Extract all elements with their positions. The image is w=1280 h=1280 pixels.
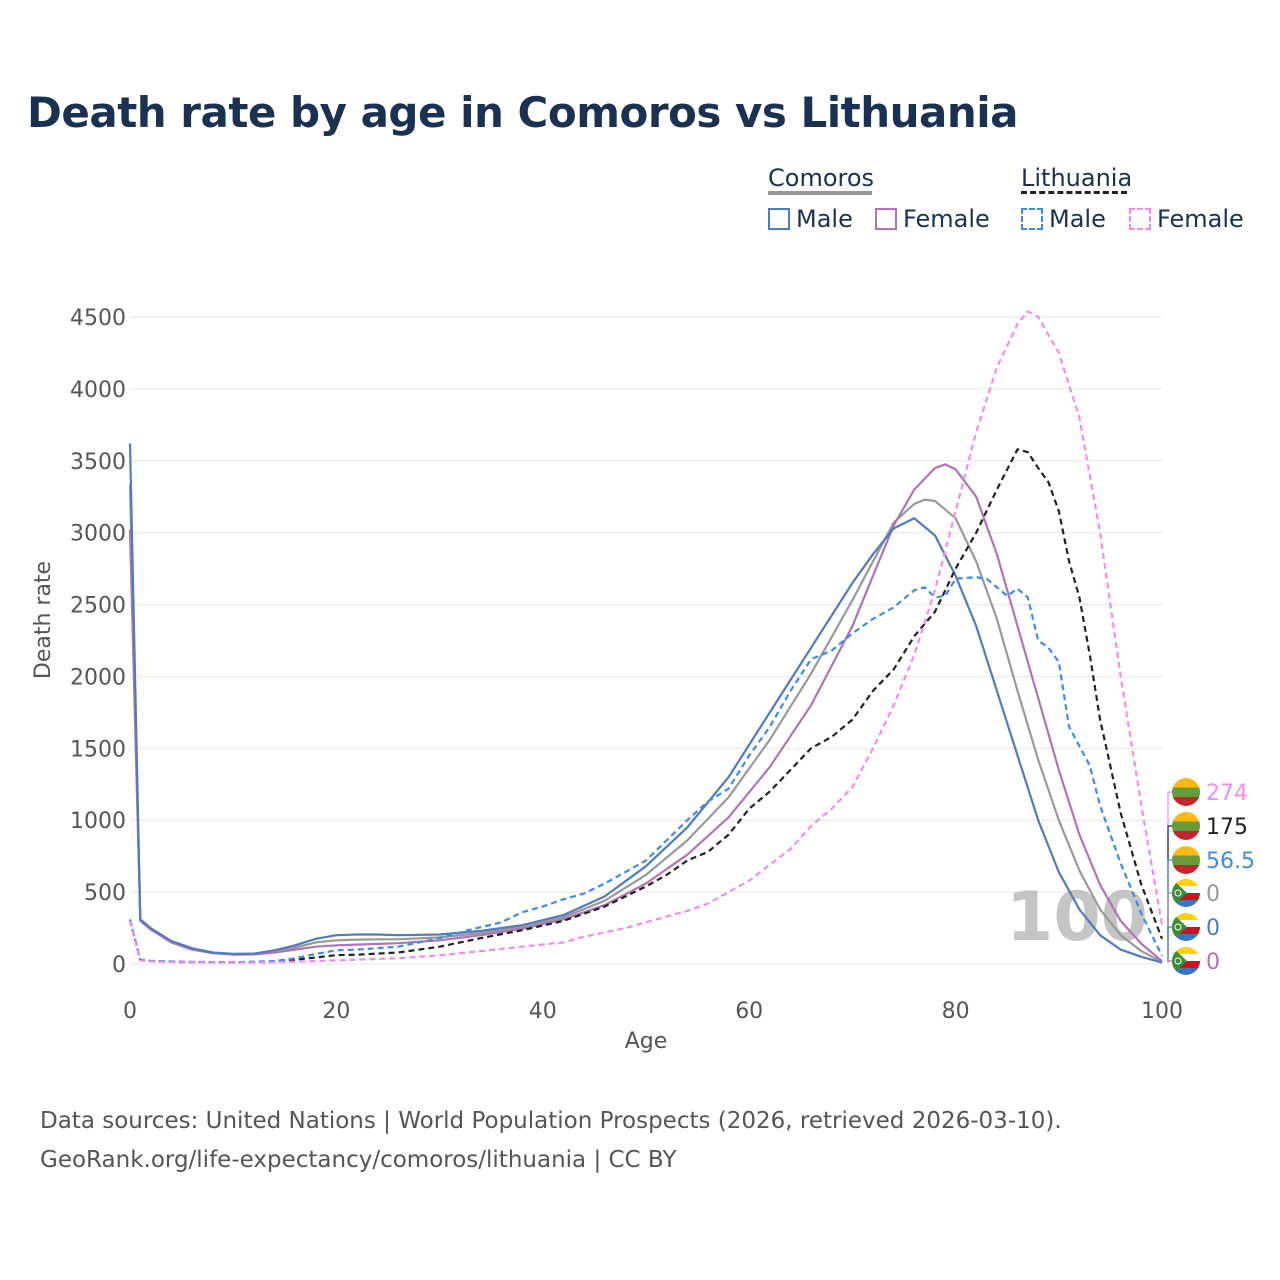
- y-tick-label: 3000: [70, 522, 126, 547]
- legend-item-comoros-male[interactable]: Male: [768, 205, 853, 233]
- end-labels: 274 175 56.5 0 0 0: [1167, 778, 1255, 975]
- lithuania-flag-icon: [1172, 778, 1200, 806]
- comoros-flag-icon: [1172, 947, 1200, 975]
- x-tick-label: 100: [1141, 999, 1183, 1024]
- end-label-connector: [1167, 926, 1172, 963]
- x-tick-label: 20: [322, 999, 350, 1024]
- x-tick-label: 40: [529, 999, 557, 1024]
- y-tick-label: 2000: [70, 665, 126, 690]
- y-tick-label: 0: [112, 953, 126, 978]
- legend-line-lithuania: [1021, 191, 1127, 194]
- y-tick-label: 1500: [70, 737, 126, 762]
- comoros-flag-icon: [1172, 913, 1200, 941]
- legend-label-lithuania-male: Male: [1049, 205, 1106, 233]
- y-tick-label: 4000: [70, 378, 126, 403]
- end-label-value: 0: [1206, 950, 1220, 975]
- x-tick-label: 0: [123, 999, 137, 1024]
- x-axis-label: Age: [625, 1029, 668, 1054]
- age-marker: 100: [1006, 878, 1148, 957]
- lithuania-flag-icon: [1172, 846, 1200, 874]
- x-tick-label: 60: [735, 999, 763, 1024]
- end-label-value: 0: [1206, 882, 1220, 907]
- legend-label-comoros-female: Female: [903, 205, 990, 233]
- x-tick-label: 80: [942, 999, 970, 1024]
- legend-label-comoros-male: Male: [796, 205, 853, 233]
- y-tick-label: 2500: [70, 594, 126, 619]
- legend-line-comoros: [768, 191, 872, 195]
- gridlines: [130, 316, 1162, 965]
- y-tick-label: 500: [84, 881, 126, 906]
- y-axis-label: Death rate: [31, 561, 56, 679]
- legend-item-lithuania-male[interactable]: Male: [1021, 205, 1106, 233]
- series-line-comoros-male: [128, 443, 1163, 964]
- legend-swatch-lithuania-female: [1129, 208, 1151, 230]
- y-tick-label: 1000: [70, 809, 126, 834]
- lithuania-flag-icon: [1172, 812, 1200, 840]
- legend-group-comoros: Comoros: [768, 164, 875, 192]
- end-label-value: 175: [1206, 815, 1248, 840]
- end-label-value: 56.5: [1206, 849, 1255, 874]
- series-line-lithuania-female: [128, 310, 1164, 964]
- series-line-lithuania-total: [128, 448, 1164, 964]
- series-lines: [128, 310, 1164, 964]
- legend-swatch-comoros-female: [875, 208, 897, 230]
- y-tick-label: 4500: [70, 306, 126, 331]
- legend-label-lithuania-female: Female: [1157, 205, 1244, 233]
- y-tick-label: 3500: [70, 450, 126, 475]
- footer-link[interactable]: GeoRank.org/life-expectancy/comoros/lith…: [40, 1147, 677, 1173]
- comoros-flag-icon: [1172, 879, 1200, 907]
- chart-title: Death rate by age in Comoros vs Lithuani…: [27, 88, 1019, 137]
- legend-item-lithuania-female[interactable]: Female: [1129, 205, 1244, 233]
- end-label-value: 274: [1206, 781, 1248, 806]
- legend-group-lithuania: Lithuania: [1021, 164, 1133, 192]
- x-axis-ticks: 0 20 40 60 80 100: [123, 999, 1183, 1024]
- y-axis-ticks: 0 500 1000 1500 2000 2500 3000 3500 4000 4500: [70, 306, 126, 978]
- end-label-value: 0: [1206, 916, 1220, 941]
- series-line-lithuania-male: [128, 576, 1163, 964]
- legend-item-comoros-female[interactable]: Female: [875, 205, 990, 233]
- legend-swatch-comoros-male: [768, 208, 790, 230]
- footer-sources: Data sources: United Nations | World Pop…: [40, 1108, 1062, 1134]
- legend-swatch-lithuania-male: [1021, 208, 1043, 230]
